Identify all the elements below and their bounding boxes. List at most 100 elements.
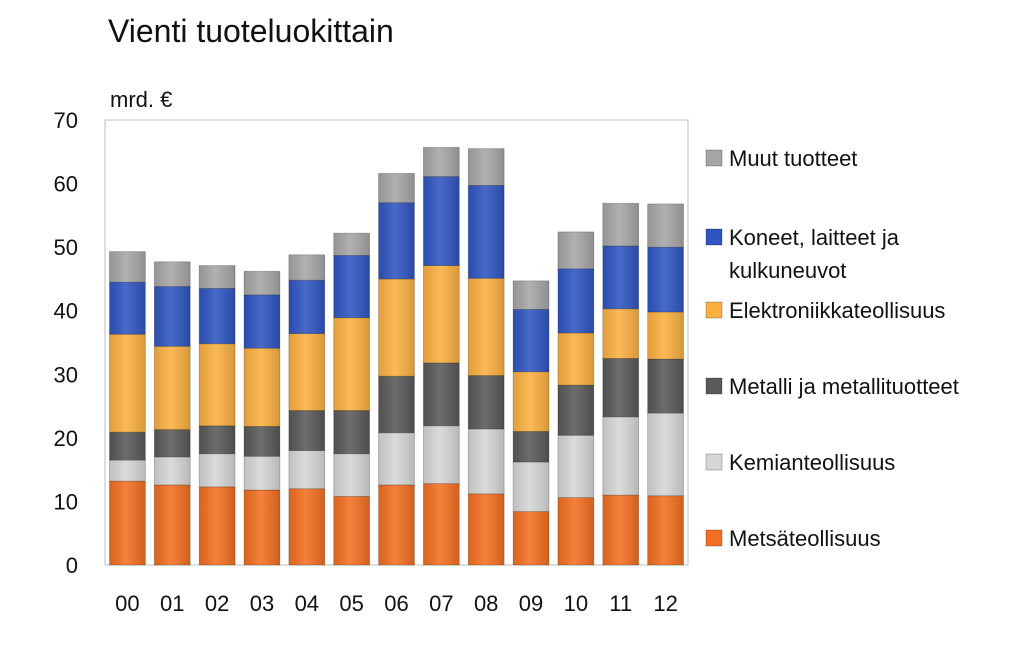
bar-segment-shade	[154, 261, 191, 287]
bar-segment-shade	[378, 173, 415, 203]
bar-segment-shade	[647, 413, 684, 496]
bar-segment-shade	[244, 489, 280, 565]
bar-segment-shade	[288, 488, 325, 565]
legend-swatch	[705, 149, 723, 167]
legend-swatch	[705, 529, 723, 547]
bar-segment-shade	[602, 308, 639, 359]
bar-segment-shade	[468, 428, 505, 494]
bar-segment-shade	[109, 460, 146, 482]
bar-segment-shade	[602, 245, 639, 309]
x-tick-label: 06	[384, 591, 408, 616]
legend-swatch	[705, 377, 723, 395]
bar-segment-shade	[513, 309, 549, 372]
x-tick-label: 00	[115, 591, 139, 616]
y-tick-label: 20	[54, 426, 78, 451]
bar-segment-shade	[468, 148, 505, 186]
bar-segment-shade	[557, 268, 594, 333]
x-tick-label: 07	[429, 591, 453, 616]
bar-segment-shade	[154, 286, 191, 347]
bar-segment-shade	[468, 278, 505, 376]
bar-segment-shade	[109, 282, 146, 335]
bar-segment-shade	[154, 456, 191, 485]
bar-segment-shade	[199, 265, 236, 289]
bar-segment-shade	[333, 410, 370, 454]
bar-segment-shade	[557, 435, 594, 498]
bar-segment-shade	[154, 346, 191, 430]
bar-segment-shade	[199, 486, 236, 565]
bar-segment-shade	[557, 385, 594, 436]
bar-segment-shade	[109, 481, 146, 565]
bar-segment-shade	[423, 176, 460, 266]
legend-label: Metsäteollisuus	[729, 526, 881, 551]
bar-segment-shade	[557, 497, 594, 565]
bar-segment-shade	[154, 484, 191, 565]
bar-segment-shade	[288, 450, 325, 489]
bar-segment-shade	[647, 495, 684, 565]
bar-segment-shade	[468, 375, 505, 429]
bar-segment-shade	[602, 203, 639, 246]
legend-label: Muut tuotteet	[729, 146, 857, 171]
bar-segment-shade	[602, 495, 639, 565]
bar-segment-shade	[423, 483, 460, 565]
legend-label: Elektroniikkateollisuus	[729, 298, 945, 323]
bar-segment-shade	[333, 233, 370, 256]
y-tick-label: 60	[54, 172, 78, 197]
bar-segment-shade	[109, 334, 146, 433]
bar-segment-shade	[513, 371, 549, 432]
legend-label: Metalli ja metallituotteet	[729, 374, 959, 399]
x-tick-label: 02	[205, 591, 229, 616]
legend-label: Kemianteollisuus	[729, 450, 895, 475]
bar-segment-shade	[647, 359, 684, 414]
bar-segment-shade	[244, 294, 280, 349]
bar-segment-shade	[154, 429, 191, 457]
x-tick-label: 01	[160, 591, 184, 616]
y-axis-label: mrd. €	[110, 87, 172, 112]
bar-segment-shade	[199, 425, 236, 454]
bar-segment-shade	[199, 288, 236, 344]
y-tick-label: 40	[54, 299, 78, 324]
bar-segment-shade	[513, 462, 549, 512]
legend-swatch	[705, 453, 723, 471]
bar-segment-shade	[602, 416, 639, 496]
bar-segment-shade	[513, 280, 549, 310]
x-tick-label: 05	[339, 591, 363, 616]
x-axis: 00 01 02 03 04 05 06 07 08 09 10 11 12	[115, 591, 678, 616]
bar-segment-shade	[378, 432, 415, 485]
bar-segment-shade	[333, 496, 370, 565]
bar-segment-shade	[288, 333, 325, 411]
bar-segment-shade	[333, 255, 370, 318]
y-tick-label: 50	[54, 235, 78, 260]
bar-segment-shade	[333, 453, 370, 497]
x-tick-label: 09	[519, 591, 543, 616]
bar-segment-shade	[244, 426, 280, 457]
bar-segment-shade	[423, 147, 460, 177]
bar-segment-shade	[109, 432, 146, 461]
bars-group	[109, 146, 684, 566]
bar-segment-shade	[199, 453, 236, 487]
x-tick-label: 08	[474, 591, 498, 616]
y-tick-label: 10	[54, 489, 78, 514]
bar-segment-shade	[244, 456, 280, 490]
x-tick-label: 10	[564, 591, 588, 616]
legend-swatch	[705, 301, 723, 319]
bar-segment-shade	[288, 410, 325, 451]
bar-segment-shade	[288, 280, 325, 334]
bar-segment-shade	[244, 271, 280, 295]
x-tick-label: 04	[295, 591, 319, 616]
bar-segment-shade	[557, 332, 594, 386]
bar-segment-shade	[333, 317, 370, 411]
bar-segment-shade	[513, 431, 549, 463]
bar-segment-shade	[468, 185, 505, 279]
legend-swatch	[705, 228, 723, 246]
bar-segment-shade	[378, 376, 415, 433]
bar-segment-shade	[647, 247, 684, 312]
bar-segment-shade	[602, 358, 639, 417]
x-tick-label: 03	[250, 591, 274, 616]
bar-segment-shade	[513, 511, 549, 565]
x-tick-label: 11	[609, 591, 632, 616]
bar-segment-shade	[557, 231, 594, 269]
chart-title: Vienti tuoteluokittain	[108, 13, 394, 49]
y-tick-label: 0	[66, 553, 78, 578]
bar-segment-shade	[244, 348, 280, 427]
